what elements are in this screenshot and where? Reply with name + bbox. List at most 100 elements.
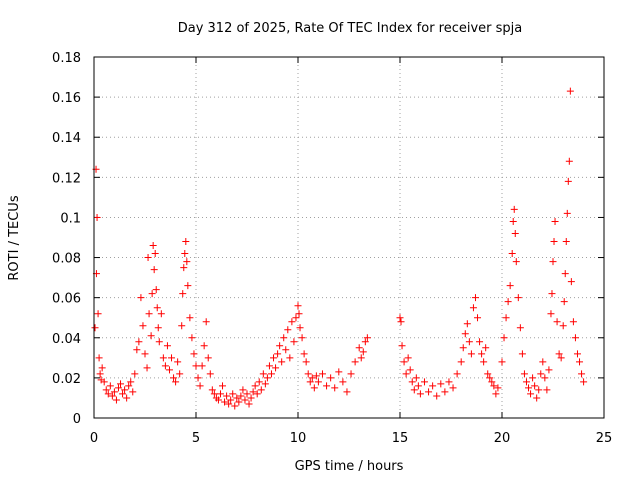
data-point: [339, 378, 347, 386]
data-point: [95, 354, 103, 362]
y-tick-label: 0.02: [52, 372, 81, 387]
data-point: [335, 368, 343, 376]
data-point: [249, 388, 257, 396]
data-point: [219, 382, 227, 390]
data-point: [259, 370, 267, 378]
data-point: [504, 298, 512, 306]
data-point: [304, 370, 312, 378]
x-tick-label: 15: [392, 431, 409, 446]
data-point: [459, 344, 467, 352]
data-point: [318, 370, 326, 378]
data-point: [159, 354, 167, 362]
data-point: [406, 366, 414, 374]
data-point: [549, 258, 557, 266]
data-point: [560, 298, 568, 306]
data-point: [502, 314, 510, 322]
data-point: [294, 302, 302, 310]
data-point: [437, 380, 445, 388]
data-point: [412, 374, 420, 382]
data-point: [296, 324, 304, 332]
data-point: [117, 380, 125, 388]
data-point: [265, 362, 273, 370]
data-point: [196, 382, 204, 390]
data-point: [331, 384, 339, 392]
data-point: [181, 250, 189, 258]
data-point: [359, 348, 367, 356]
data-point: [551, 217, 559, 225]
data-point: [110, 388, 118, 396]
data-point: [357, 354, 365, 362]
data-point: [400, 358, 408, 366]
data-point: [550, 238, 558, 246]
data-point: [449, 384, 457, 392]
data-point: [183, 258, 191, 266]
data-point: [569, 318, 577, 326]
data-point: [453, 370, 461, 378]
data-point: [231, 402, 239, 410]
data-point: [567, 278, 575, 286]
data-point: [416, 390, 424, 398]
data-point: [508, 250, 516, 258]
y-tick-label: 0: [73, 412, 81, 427]
data-point: [94, 310, 102, 318]
data-point: [520, 370, 528, 378]
data-point: [214, 396, 222, 404]
data-point: [168, 354, 176, 362]
data-point: [522, 378, 530, 386]
data-point: [263, 374, 271, 382]
data-point: [98, 364, 106, 372]
y-tick-label: 0.16: [52, 91, 81, 106]
data-point: [461, 330, 469, 338]
data-point: [223, 392, 231, 400]
data-point: [221, 398, 229, 406]
data-point: [210, 390, 218, 398]
data-point: [139, 322, 147, 330]
data-point: [445, 378, 453, 386]
data-point: [216, 390, 224, 398]
data-point: [557, 354, 565, 362]
data-point: [306, 378, 314, 386]
data-point: [165, 366, 173, 374]
data-point: [553, 318, 561, 326]
x-axis-label: GPS time / hours: [295, 459, 404, 474]
data-point: [127, 378, 135, 386]
data-point: [474, 314, 482, 322]
data-point: [172, 378, 180, 386]
data-point: [512, 258, 520, 266]
data-point: [235, 398, 243, 406]
data-point: [121, 386, 129, 394]
data-point: [112, 396, 120, 404]
data-point: [180, 264, 188, 272]
data-point: [278, 358, 286, 366]
y-tick-label: 0.14: [52, 131, 81, 146]
data-point: [247, 394, 255, 402]
data-point: [578, 370, 586, 378]
data-point: [494, 384, 502, 392]
data-point: [476, 338, 484, 346]
data-point: [555, 350, 563, 358]
data-point: [467, 350, 475, 358]
data-point: [170, 374, 178, 382]
data-point: [161, 362, 169, 370]
data-point: [492, 390, 500, 398]
data-point: [255, 378, 263, 386]
data-point: [145, 310, 153, 318]
x-tick-label: 10: [290, 431, 307, 446]
data-point: [463, 320, 471, 328]
data-point: [469, 304, 477, 312]
data-point: [580, 378, 588, 386]
data-point: [270, 354, 278, 362]
data-point: [198, 362, 206, 370]
data-point: [131, 370, 139, 378]
data-point: [541, 374, 549, 382]
data-point: [355, 344, 363, 352]
data-point: [398, 342, 406, 350]
data-point: [274, 350, 282, 358]
data-point: [194, 374, 202, 382]
y-tick-label: 0.08: [52, 252, 81, 267]
data-point: [143, 364, 151, 372]
data-point: [361, 338, 369, 346]
data-point: [237, 392, 245, 400]
data-point: [518, 350, 526, 358]
data-point: [396, 314, 404, 322]
